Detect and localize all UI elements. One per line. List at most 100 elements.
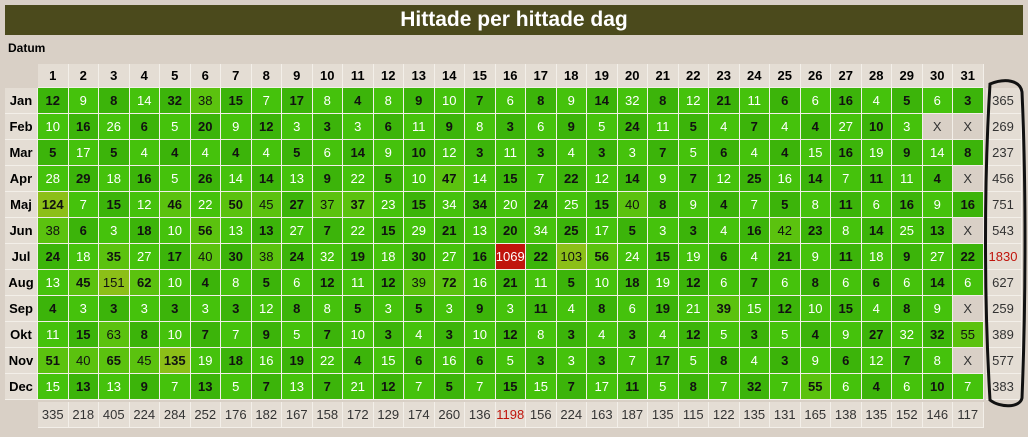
day-cell: 8 (221, 270, 252, 296)
day-cell: 12 (38, 88, 69, 114)
day-cell: 9 (556, 88, 587, 114)
day-cell: 12 (129, 192, 160, 218)
day-cell: 3 (160, 296, 191, 322)
day-cell: 12 (678, 322, 709, 348)
day-cell: 5 (892, 88, 923, 114)
day-cell: 56 (587, 244, 618, 270)
day-cell: 14 (922, 140, 953, 166)
day-cell: 6 (495, 88, 526, 114)
day-cell: 3 (739, 322, 770, 348)
day-cell: 51 (38, 348, 69, 374)
day-header: 25 (770, 64, 801, 88)
day-cell: 6 (709, 244, 740, 270)
day-cell: 14 (465, 166, 496, 192)
day-cell: 8 (526, 88, 557, 114)
day-cell: 11 (892, 166, 923, 192)
day-cell: 21 (709, 88, 740, 114)
day-cell: 40 (68, 348, 99, 374)
day-cell: 151 (99, 270, 130, 296)
day-cell: 4 (556, 140, 587, 166)
row-total: 751 (985, 192, 1022, 218)
month-label: Dec (5, 374, 38, 400)
day-cell: 24 (38, 244, 69, 270)
day-cell: 16 (434, 348, 465, 374)
day-cell: 12 (373, 374, 404, 400)
day-cell: 27 (434, 244, 465, 270)
day-cell: 32 (892, 322, 923, 348)
day-cell: 13 (190, 374, 221, 400)
day-cell: 19 (648, 296, 679, 322)
day-cell: 8 (922, 348, 953, 374)
day-cell: 3 (465, 140, 496, 166)
day-cell: 12 (770, 296, 801, 322)
day-cell: 10 (434, 88, 465, 114)
day-cell: 62 (129, 270, 160, 296)
day-header: 14 (434, 64, 465, 88)
day-cell: 16 (68, 114, 99, 140)
day-header: 1 (38, 64, 69, 88)
column-total: 135 (861, 402, 892, 428)
day-cell: 7 (953, 374, 984, 400)
day-cell: 32 (739, 374, 770, 400)
day-cell: 6 (861, 192, 892, 218)
day-cell: 21 (495, 270, 526, 296)
day-cell: 22 (343, 218, 374, 244)
day-cell: 4 (770, 140, 801, 166)
day-cell: 3 (648, 218, 679, 244)
column-total: 156 (526, 402, 557, 428)
day-cell: 15 (587, 192, 618, 218)
column-total: 163 (587, 402, 618, 428)
day-cell: 3 (99, 296, 130, 322)
row-total: 627 (985, 270, 1022, 296)
day-cell: 6 (312, 140, 343, 166)
day-cell: 34 (526, 218, 557, 244)
day-cell: 21 (343, 374, 374, 400)
day-cell: 6 (373, 114, 404, 140)
day-cell: 7 (739, 114, 770, 140)
day-header: 21 (648, 64, 679, 88)
day-cell: 11 (526, 270, 557, 296)
day-cell: 19 (190, 348, 221, 374)
day-header: 23 (709, 64, 740, 88)
day-cell: 6 (129, 114, 160, 140)
day-header: 2 (68, 64, 99, 88)
day-cell: 17 (160, 244, 191, 270)
day-cell: 15 (373, 348, 404, 374)
day-cell: 4 (770, 114, 801, 140)
day-cell: 7 (190, 322, 221, 348)
day-cell: 4 (221, 140, 252, 166)
day-cell: 34 (434, 192, 465, 218)
day-cell: 11 (617, 374, 648, 400)
column-total: 146 (922, 402, 953, 428)
day-cell: 16 (892, 192, 923, 218)
day-cell: 7 (312, 218, 343, 244)
day-cell: 9 (373, 140, 404, 166)
day-cell: 3 (495, 296, 526, 322)
day-cell: 3 (68, 296, 99, 322)
day-cell: 3 (221, 296, 252, 322)
day-cell: 4 (129, 140, 160, 166)
day-cell: 5 (770, 322, 801, 348)
day-cell: 3 (556, 322, 587, 348)
day-cell: 45 (68, 270, 99, 296)
day-cell: 7 (251, 374, 282, 400)
day-cell: 4 (404, 322, 435, 348)
day-header: 5 (160, 64, 191, 88)
day-cell: 18 (617, 270, 648, 296)
day-header: 18 (556, 64, 587, 88)
day-cell: 5 (282, 140, 313, 166)
day-cell: 18 (68, 244, 99, 270)
day-cell: 15 (800, 140, 831, 166)
day-cell: 5 (343, 296, 374, 322)
day-cell: 13 (68, 374, 99, 400)
day-cell: 27 (282, 218, 313, 244)
day-cell: 10 (587, 270, 618, 296)
day-cell: 24 (282, 244, 313, 270)
day-cell: 9 (678, 192, 709, 218)
day-cell: 5 (678, 140, 709, 166)
day-cell: 7 (465, 88, 496, 114)
day-cell: 4 (709, 192, 740, 218)
day-cell: 20 (495, 218, 526, 244)
day-cell: X (953, 166, 984, 192)
day-cell: 13 (282, 166, 313, 192)
